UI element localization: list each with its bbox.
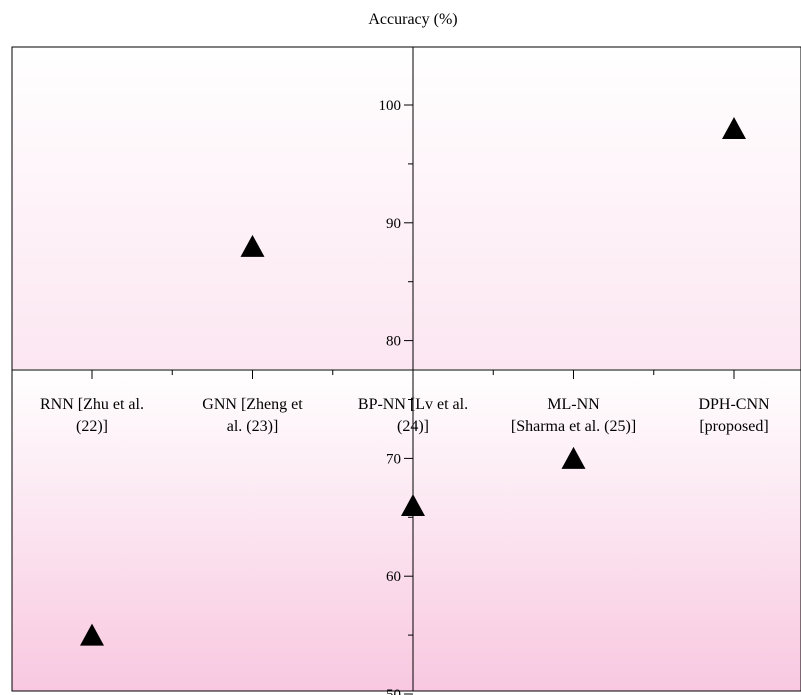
category-label: ML-NN [Sharma et al. (25)] — [511, 396, 636, 435]
y-tick-label: 100 — [379, 98, 402, 114]
data-points-group — [80, 117, 746, 646]
x-ticks-group — [91, 370, 735, 380]
data-point-triangle — [722, 117, 746, 140]
plot-background-top — [12, 47, 801, 369]
category-label: GNN [Zheng et al. (23)] — [202, 396, 303, 435]
category-label: DPH-CNN [proposed] — [698, 396, 770, 435]
y-tick-label: 60 — [386, 569, 401, 585]
y-tick-label: 50 — [386, 687, 401, 695]
y-tick-label: 80 — [386, 334, 401, 350]
axes-group — [12, 47, 801, 691]
data-point-triangle — [561, 446, 586, 469]
data-point-triangle — [80, 623, 104, 646]
data-point-triangle — [240, 234, 265, 257]
category-labels-group: RNN [Zhu et al. (22)] GNN [Zheng et al. (23… — [40, 396, 770, 435]
chart-title: Accuracy (%) — [368, 11, 457, 28]
y-tick-label: 90 — [386, 216, 401, 232]
y-tick-label: 70 — [386, 451, 401, 467]
plot-background-bottom — [12, 369, 801, 691]
plot-frame — [11, 46, 801, 692]
y-ticks-group: 50 60 70 80 90 100 — [379, 98, 413, 695]
data-point-triangle — [401, 494, 425, 517]
category-label: RNN [Zhu et al. (22)] — [40, 396, 144, 435]
category-label: BP-NN [Lv et al. (24)] — [358, 396, 468, 435]
